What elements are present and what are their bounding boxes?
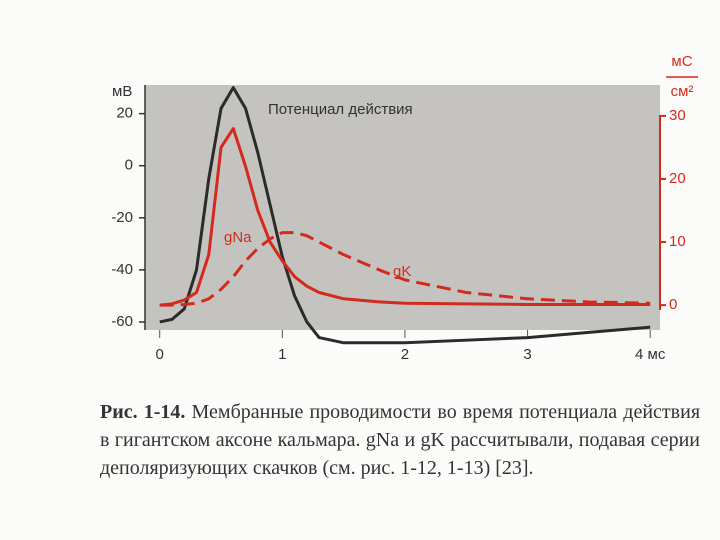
y2-tick-label: 10 [669,233,686,250]
y-axis-label: мВ [112,83,132,100]
x-tick-label: 3 [523,346,531,363]
y-tick-label: -40 [111,261,133,278]
caption-text: Мембранные проводимости во время потенци… [100,401,701,479]
series-line [159,127,651,307]
x-tick-label: 1 [278,346,286,363]
y2-tick-label: 30 [669,107,686,124]
x-tick-label: 4 мс [635,346,666,363]
caption: Рис. 1-14. Мембранные проводимости во вр… [100,398,700,482]
y-tick-label: 0 [125,157,133,174]
y2-tick-label: 0 [669,296,677,313]
y-tick-label: -20 [111,209,133,226]
x-tick-label: 2 [401,346,409,363]
y2-axis-label: см² [671,83,694,100]
plot-background [145,85,660,330]
y2-tick-label: 20 [669,170,686,187]
chart-title: Потенциал действия [268,101,413,118]
y-tick-label: 20 [116,105,133,122]
series-label: gK [393,263,411,280]
chart: мВ мС см² Потенциал действия -60 -40 -20 0 2… [111,53,698,363]
series-label: gNa [224,229,252,246]
x-tick-label: 0 [156,346,164,363]
series-line [159,86,651,345]
caption-label: Рис. 1-14. [100,401,186,423]
series-line [159,231,651,307]
y-tick-label: -60 [111,313,133,330]
y2-axis-label: мС [671,53,692,70]
